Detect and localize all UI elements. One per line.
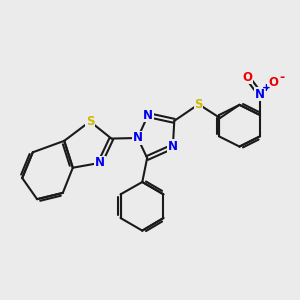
Text: N: N bbox=[255, 88, 265, 101]
Text: N: N bbox=[133, 131, 143, 145]
Text: N: N bbox=[95, 156, 105, 170]
Text: +: + bbox=[262, 83, 271, 93]
Text: N: N bbox=[143, 109, 153, 122]
Text: S: S bbox=[194, 98, 203, 111]
Text: O: O bbox=[269, 76, 279, 89]
Text: -: - bbox=[280, 71, 285, 84]
Text: N: N bbox=[168, 140, 178, 153]
Text: S: S bbox=[86, 115, 94, 128]
Text: O: O bbox=[242, 70, 252, 84]
